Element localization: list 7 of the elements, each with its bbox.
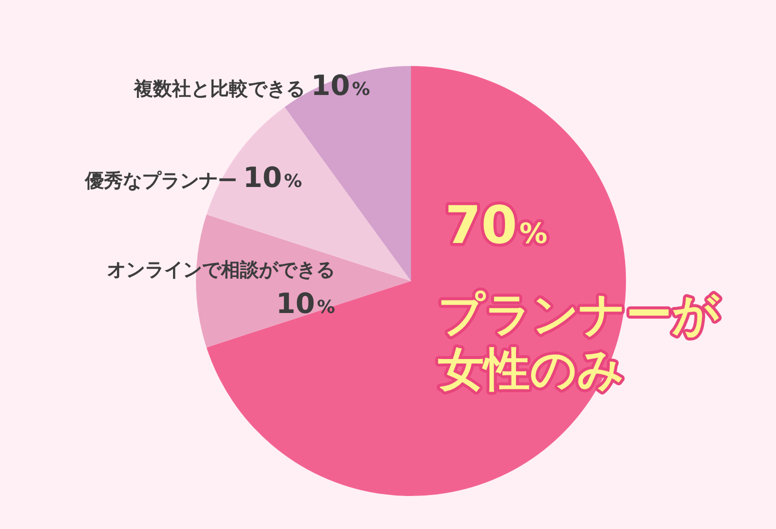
slice-label: 複数社と比較できる — [133, 78, 305, 100]
data-label: 10% — [276, 287, 336, 320]
data-label: 10% — [311, 69, 370, 102]
data-label: 70% — [445, 196, 548, 256]
slice-label: オンラインで相談ができる — [107, 259, 335, 281]
data-label: 10% — [243, 161, 302, 194]
slice-label: 優秀なプランナー — [84, 170, 237, 192]
